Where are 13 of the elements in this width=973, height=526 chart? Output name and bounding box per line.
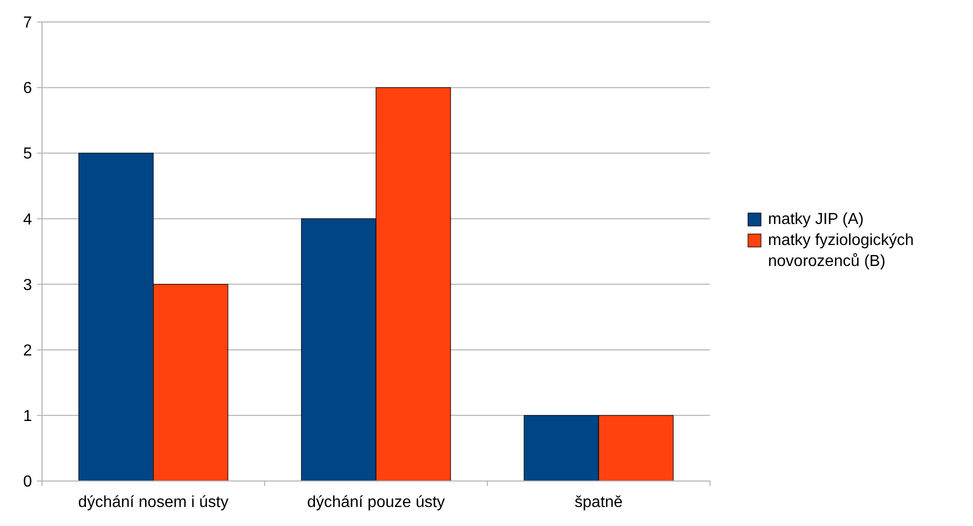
legend-label: matky fyziologických novorozenců (B) [768, 232, 914, 270]
y-tick-label: 0 [23, 474, 32, 491]
legend-label: matky JIP (A) [768, 211, 864, 228]
x-tick-label: dýchání pouze ústy [307, 494, 445, 511]
y-tick-label: 3 [23, 276, 32, 294]
x-tick-label: špatně [574, 494, 623, 511]
y-tick-label: 4 [23, 211, 32, 228]
y-tick-label: 5 [23, 146, 32, 163]
y-tick-label: 7 [23, 14, 32, 32]
y-tick-label: 2 [23, 342, 32, 360]
y-tick-label: 1 [23, 408, 32, 426]
x-tick-label: dýchání nosem i ústy [78, 494, 228, 511]
y-tick-label: 6 [23, 80, 32, 98]
